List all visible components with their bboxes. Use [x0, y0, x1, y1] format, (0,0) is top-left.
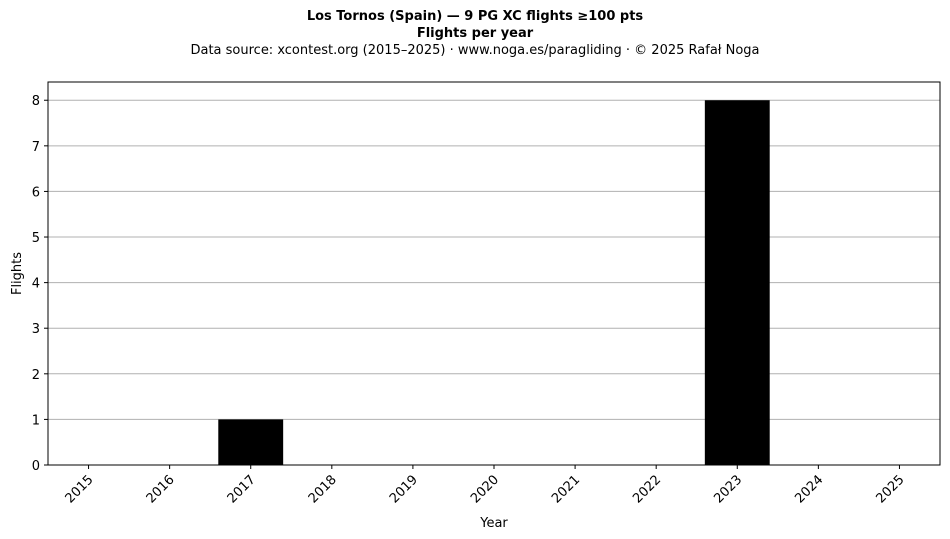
gridlines	[48, 99, 940, 420]
x-tick-label: 2020	[468, 472, 502, 506]
x-tick-label: 2022	[630, 472, 664, 506]
y-tick-label: 1	[32, 413, 40, 428]
y-tick-label: 3	[32, 322, 40, 337]
y-tick-label: 5	[32, 231, 40, 246]
y-axis-label: Flights	[10, 252, 25, 295]
y-tick-label: 2	[32, 368, 40, 383]
bars	[218, 100, 770, 465]
x-tick-label: 2019	[387, 472, 421, 506]
chart-titles: Los Tornos (Spain) — 9 PG XC flights ≥10…	[0, 8, 950, 59]
plot-frame	[47, 81, 941, 466]
x-tick-label: 2015	[63, 472, 97, 506]
x-tick-label: 2025	[873, 472, 907, 506]
x-tick-label: 2017	[225, 472, 259, 506]
chart-source: Data source: xcontest.org (2015–2025) · …	[190, 43, 760, 58]
y-tick-label: 7	[32, 140, 40, 155]
x-tick-label: 2018	[306, 472, 340, 506]
chart-title: Los Tornos (Spain) — 9 PG XC flights ≥10…	[306, 9, 644, 24]
y-axis: 0 1 2 3 4 5 6 7 8	[32, 94, 48, 474]
x-tick-label: 2016	[144, 472, 178, 506]
y-tick-label: 8	[32, 94, 40, 109]
y-tick-label: 4	[32, 277, 40, 292]
x-axis-label: Year	[479, 516, 508, 531]
bar	[218, 419, 284, 465]
chart-subtitle: Flights per year	[416, 26, 534, 41]
x-tick-label: 2023	[711, 472, 745, 506]
bar	[704, 100, 770, 465]
y-tick-label: 6	[32, 185, 40, 200]
x-tick-label: 2021	[549, 472, 583, 506]
y-tick-label: 0	[32, 459, 40, 474]
x-axis: 2015 2016 2017 2018 2019 2020 2021 2022 2023 2024…	[63, 465, 908, 506]
x-tick-label: 2024	[792, 472, 826, 506]
